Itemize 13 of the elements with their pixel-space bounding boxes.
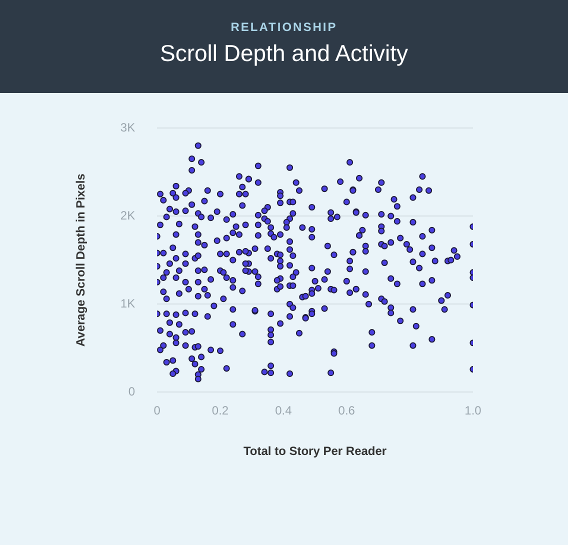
x-tick-label: 0.4 (275, 404, 292, 418)
x-tick-label: 0.2 (212, 404, 229, 418)
chart-title: Scroll Depth and Activity (158, 40, 409, 67)
x-axis-title: Total to Story Per Reader (243, 444, 387, 458)
x-tick-label: 0.6 (338, 404, 356, 418)
x-tick-label: 1.0 (464, 404, 482, 418)
y-tick-label: 1K (120, 296, 136, 310)
x-tick-label: 0 (154, 404, 161, 418)
y-tick-label: 2K (120, 208, 136, 222)
y-tick-label: 0 (128, 384, 136, 399)
y-axis-title: Average Scroll Depth in Pixels (74, 173, 88, 347)
y-tick-label: 3K (120, 120, 136, 134)
chart-subtitle: RELATIONSHIP (230, 19, 338, 34)
